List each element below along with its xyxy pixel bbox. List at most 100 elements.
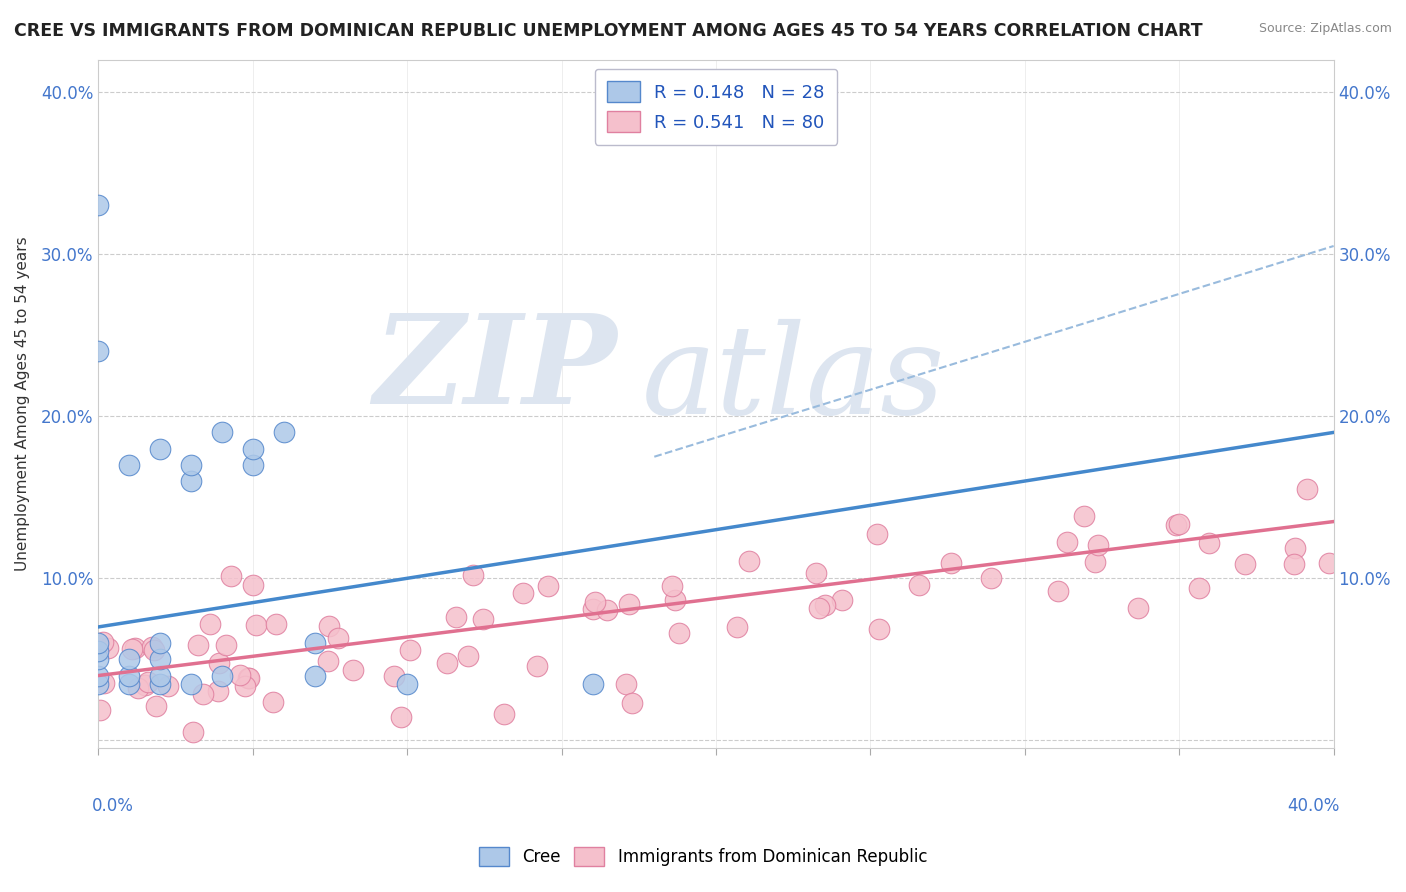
Point: [939, 556, 962, 570]
Point: [389, 709, 412, 723]
Point: [87, 644, 110, 658]
Point: [620, 696, 643, 710]
Point: [118, 458, 141, 472]
Point: [396, 676, 419, 690]
Point: [1073, 509, 1095, 524]
Point: [93, 635, 115, 649]
Point: [157, 679, 180, 693]
Point: [87, 676, 110, 690]
Point: [145, 698, 167, 713]
Point: [472, 612, 495, 626]
Point: [134, 678, 156, 692]
Point: [118, 668, 141, 682]
Text: Source: ZipAtlas.com: Source: ZipAtlas.com: [1258, 22, 1392, 36]
Point: [118, 676, 141, 690]
Point: [149, 668, 172, 682]
Point: [127, 681, 149, 696]
Point: [866, 527, 889, 541]
Text: atlas: atlas: [643, 319, 945, 441]
Text: 40.0%: 40.0%: [1288, 797, 1340, 814]
Point: [142, 642, 165, 657]
Point: [124, 641, 146, 656]
Text: 0.0%: 0.0%: [93, 797, 134, 814]
Point: [273, 425, 295, 440]
Point: [1046, 584, 1069, 599]
Legend: Cree, Immigrants from Dominican Republic: Cree, Immigrants from Dominican Republic: [471, 838, 935, 875]
Point: [262, 695, 284, 709]
Point: [492, 706, 515, 721]
Point: [180, 676, 202, 690]
Point: [118, 652, 141, 666]
Point: [93, 676, 115, 690]
Point: [1317, 557, 1340, 571]
Point: [207, 684, 229, 698]
Point: [738, 554, 761, 568]
Point: [87, 344, 110, 359]
Point: [211, 425, 233, 440]
Point: [328, 631, 350, 645]
Point: [661, 579, 683, 593]
Point: [236, 671, 259, 685]
Point: [242, 458, 264, 472]
Point: [180, 458, 202, 472]
Point: [537, 579, 560, 593]
Point: [242, 442, 264, 456]
Point: [238, 671, 260, 685]
Point: [198, 617, 221, 632]
Point: [668, 626, 690, 640]
Point: [242, 578, 264, 592]
Point: [831, 592, 853, 607]
Point: [512, 586, 534, 600]
Point: [1168, 517, 1191, 532]
Point: [181, 725, 204, 739]
Point: [149, 636, 172, 650]
Point: [1295, 482, 1317, 496]
Point: [318, 654, 340, 668]
Point: [342, 664, 364, 678]
Point: [908, 578, 931, 592]
Point: [399, 643, 422, 657]
Y-axis label: Unemployment Among Ages 45 to 54 years: Unemployment Among Ages 45 to 54 years: [15, 236, 30, 572]
Point: [581, 676, 603, 690]
Point: [215, 638, 238, 652]
Point: [1084, 555, 1107, 569]
Point: [87, 652, 110, 666]
Point: [725, 620, 748, 634]
Point: [1056, 535, 1078, 549]
Point: [382, 668, 405, 682]
Text: ZIP: ZIP: [374, 309, 617, 430]
Point: [89, 703, 111, 717]
Point: [193, 687, 215, 701]
Point: [1284, 558, 1306, 572]
Point: [229, 668, 252, 682]
Point: [596, 603, 619, 617]
Point: [96, 641, 118, 656]
Point: [808, 600, 831, 615]
Point: [444, 610, 467, 624]
Point: [583, 595, 606, 609]
Point: [121, 641, 143, 656]
Point: [868, 622, 890, 636]
Point: [1126, 601, 1149, 615]
Point: [149, 652, 172, 666]
Point: [207, 656, 229, 670]
Point: [87, 668, 110, 682]
Point: [186, 638, 208, 652]
Point: [814, 598, 837, 612]
Point: [1087, 538, 1109, 552]
Point: [664, 593, 686, 607]
Point: [264, 617, 287, 632]
Point: [1166, 517, 1188, 532]
Point: [1188, 582, 1211, 596]
Text: CREE VS IMMIGRANTS FROM DOMINICAN REPUBLIC UNEMPLOYMENT AMONG AGES 45 TO 54 YEAR: CREE VS IMMIGRANTS FROM DOMINICAN REPUBL…: [14, 22, 1202, 40]
Point: [457, 648, 479, 663]
Point: [233, 680, 256, 694]
Point: [804, 566, 827, 581]
Point: [526, 659, 548, 673]
Point: [1233, 557, 1256, 571]
Point: [318, 619, 340, 633]
Point: [1284, 541, 1306, 555]
Point: [149, 442, 172, 456]
Point: [617, 597, 640, 611]
Point: [304, 636, 326, 650]
